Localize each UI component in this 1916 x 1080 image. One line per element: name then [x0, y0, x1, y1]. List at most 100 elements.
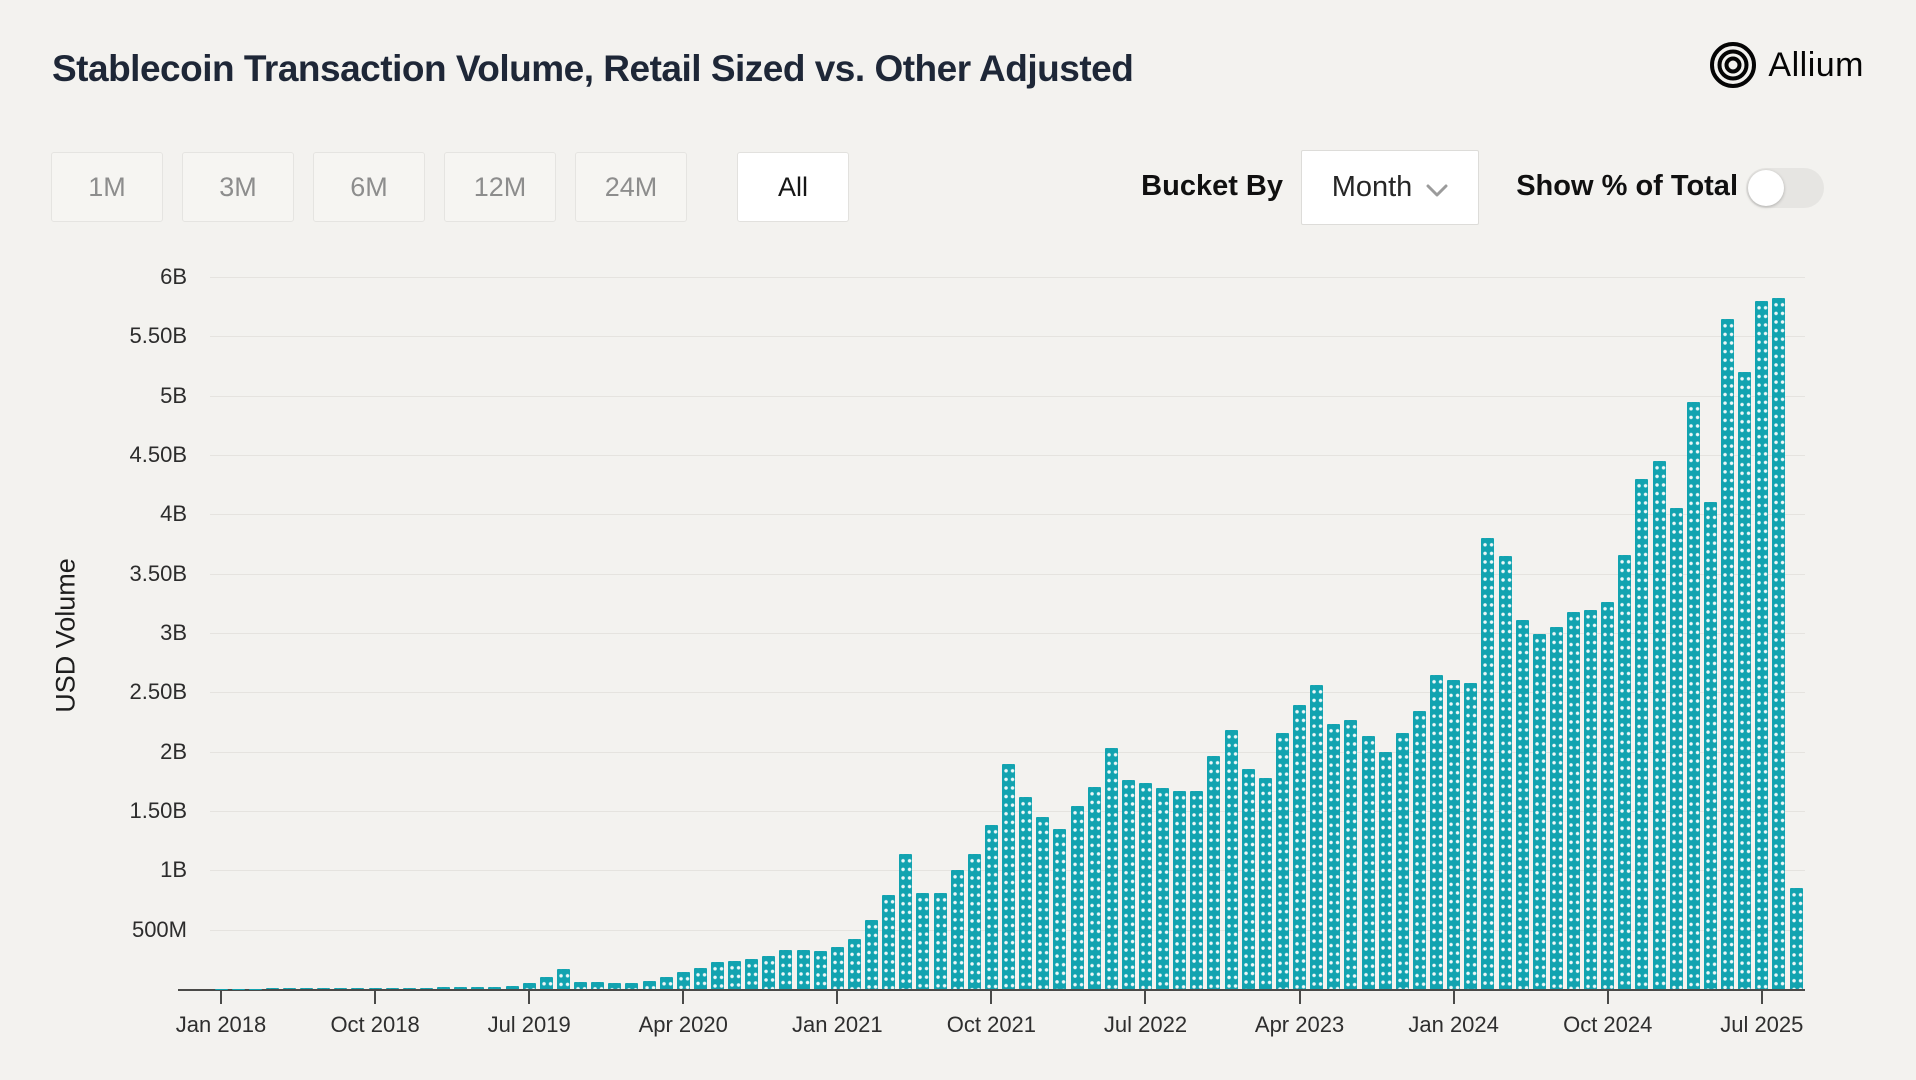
chart-bar[interactable] — [505, 986, 519, 989]
chart-bar[interactable] — [1498, 555, 1512, 989]
chart-bar[interactable] — [1327, 724, 1341, 989]
chart-bar[interactable] — [608, 983, 622, 989]
chart-bar[interactable] — [1361, 736, 1375, 989]
chart-bar[interactable] — [1190, 790, 1204, 989]
chart-bar[interactable] — [591, 981, 605, 989]
chart-bar[interactable] — [796, 949, 810, 989]
chart-bar[interactable] — [1070, 806, 1084, 989]
chart-bar[interactable] — [1275, 732, 1289, 989]
chart-bar[interactable] — [1156, 788, 1170, 989]
chart-bar[interactable] — [710, 961, 724, 989]
chart-bar[interactable] — [1686, 401, 1700, 989]
chart-bar[interactable] — [1138, 782, 1152, 989]
chart-bar[interactable] — [1772, 298, 1786, 989]
chart-bar[interactable] — [1464, 682, 1478, 989]
chart-bar[interactable] — [556, 968, 570, 989]
chart-bar[interactable] — [1652, 460, 1666, 989]
chart-bar[interactable] — [334, 988, 348, 989]
chart-bar[interactable] — [830, 947, 844, 989]
chart-bar[interactable] — [351, 988, 365, 989]
chart-bar[interactable] — [522, 983, 536, 989]
chart-bar[interactable] — [368, 987, 382, 989]
chart-bar[interactable] — [300, 988, 314, 989]
chart-bar[interactable] — [1207, 756, 1221, 989]
range-button-6m[interactable]: 6M — [313, 152, 425, 222]
chart-bar[interactable] — [1224, 730, 1238, 989]
chart-bar[interactable] — [539, 977, 553, 989]
range-button-3m[interactable]: 3M — [182, 152, 294, 222]
chart-bar[interactable] — [1344, 719, 1358, 989]
chart-bar[interactable] — [950, 870, 964, 989]
chart-bar[interactable] — [1053, 828, 1067, 989]
chart-bar[interactable] — [574, 981, 588, 989]
chart-bar[interactable] — [1721, 318, 1735, 989]
range-button-12m[interactable]: 12M — [444, 152, 556, 222]
chart-bar[interactable] — [642, 980, 656, 989]
chart-bar[interactable] — [1241, 769, 1255, 989]
chart-bar[interactable] — [676, 972, 690, 989]
range-button-1m[interactable]: 1M — [51, 152, 163, 222]
range-button-24m[interactable]: 24M — [575, 152, 687, 222]
chart-bar[interactable] — [625, 983, 639, 989]
chart-bar[interactable] — [1378, 751, 1392, 989]
chart-bar[interactable] — [1293, 705, 1307, 989]
chart-bar[interactable] — [1036, 816, 1050, 989]
chart-bar[interactable] — [231, 988, 245, 989]
chart-bar[interactable] — [282, 988, 296, 989]
chart-bar[interactable] — [317, 988, 331, 989]
bucket-by-dropdown[interactable]: Month — [1301, 150, 1479, 225]
chart-bar[interactable] — [1703, 502, 1717, 989]
chart-bar[interactable] — [1755, 300, 1769, 989]
chart-bar[interactable] — [1430, 674, 1444, 989]
chart-bar[interactable] — [967, 853, 981, 989]
chart-bar[interactable] — [813, 951, 827, 989]
chart-bar[interactable] — [693, 967, 707, 989]
chart-bar[interactable] — [779, 949, 793, 989]
chart-bar[interactable] — [419, 987, 433, 989]
chart-bar[interactable] — [984, 825, 998, 989]
chart-bar[interactable] — [385, 987, 399, 989]
chart-bar[interactable] — [882, 895, 896, 989]
chart-bar[interactable] — [847, 939, 861, 989]
chart-bar[interactable] — [1173, 790, 1187, 989]
chart-bar[interactable] — [1738, 371, 1752, 989]
chart-bar[interactable] — [1618, 554, 1632, 989]
chart-bar[interactable] — [1789, 888, 1803, 989]
chart-bar[interactable] — [1601, 602, 1615, 989]
chart-bar[interactable] — [437, 987, 451, 989]
chart-bar[interactable] — [1104, 748, 1118, 989]
chart-bar[interactable] — [1258, 777, 1272, 989]
chart-bar[interactable] — [248, 988, 262, 989]
chart-bar[interactable] — [471, 987, 485, 989]
chart-bar[interactable] — [745, 959, 759, 989]
chart-bar[interactable] — [214, 988, 228, 989]
chart-bar[interactable] — [1395, 732, 1409, 989]
chart-bar[interactable] — [454, 987, 468, 989]
range-button-all[interactable]: All — [737, 152, 849, 222]
chart-bar[interactable] — [1635, 478, 1649, 989]
chart-bar[interactable] — [1121, 780, 1135, 989]
chart-bar[interactable] — [1002, 763, 1016, 989]
chart-bar[interactable] — [1532, 634, 1546, 989]
chart-bar[interactable] — [865, 920, 879, 989]
chart-bar[interactable] — [1669, 508, 1683, 989]
chart-bar[interactable] — [402, 987, 416, 989]
chart-bar[interactable] — [916, 892, 930, 989]
chart-bar[interactable] — [762, 955, 776, 989]
chart-bar[interactable] — [1412, 711, 1426, 989]
chart-bar[interactable] — [265, 988, 279, 989]
chart-bar[interactable] — [728, 960, 742, 989]
chart-bar[interactable] — [659, 977, 673, 989]
chart-bar[interactable] — [1019, 796, 1033, 989]
chart-bar[interactable] — [1566, 611, 1580, 989]
chart-bar[interactable] — [1310, 685, 1324, 989]
chart-bar[interactable] — [1087, 787, 1101, 989]
chart-bar[interactable] — [1481, 538, 1495, 989]
show-percent-toggle[interactable] — [1746, 168, 1824, 208]
chart-bar[interactable] — [1549, 627, 1563, 989]
chart-bar[interactable] — [488, 986, 502, 989]
chart-bar[interactable] — [933, 892, 947, 989]
chart-bar[interactable] — [1515, 619, 1529, 989]
chart-bar[interactable] — [899, 853, 913, 989]
chart-bar[interactable] — [1584, 610, 1598, 989]
